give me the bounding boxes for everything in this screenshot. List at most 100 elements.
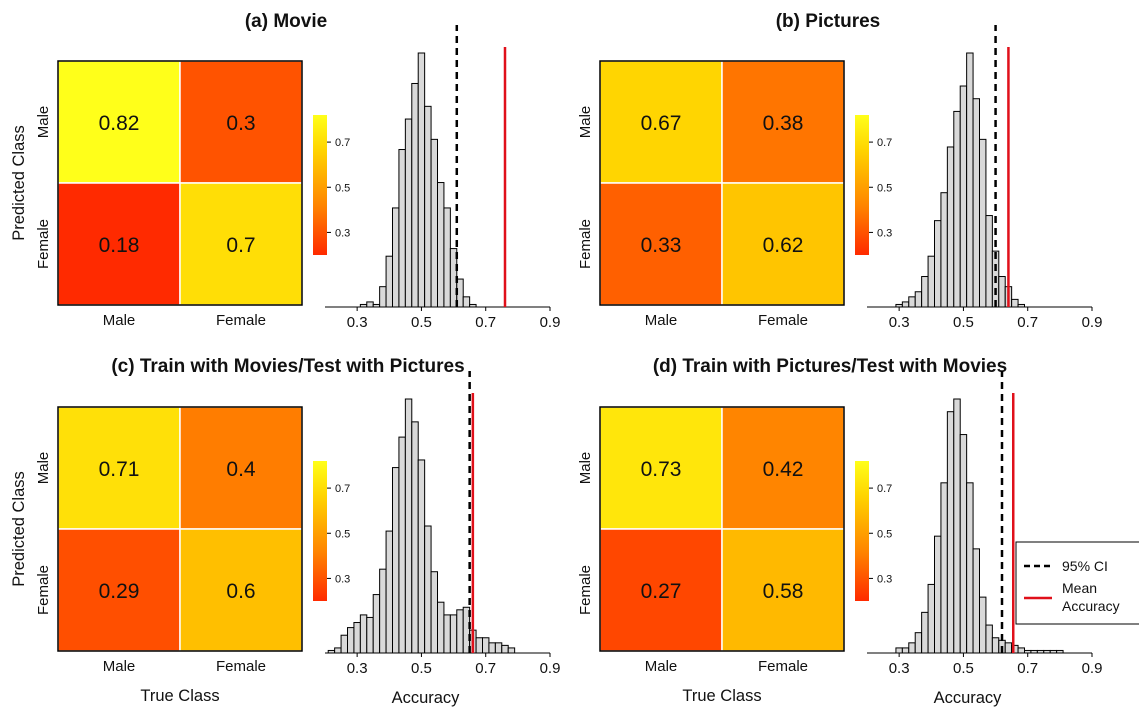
cell-value-label: 0.6 — [226, 580, 255, 603]
cell-value-label: 0.7 — [226, 234, 255, 257]
heatmap-cell — [179, 406, 303, 530]
histogram-bar — [927, 583, 935, 654]
x-category-label: Female — [758, 658, 808, 675]
histogram-bar — [979, 596, 987, 654]
histogram-bar — [953, 398, 961, 654]
panel-a: (a) Movie 0.82 0.3 0.18 0.7 Male Female Male Fem… — [10, 11, 560, 331]
histogram-bar — [507, 647, 516, 654]
heatmap-cell — [599, 406, 723, 530]
histogram-x-tick-label: 0.7 — [1017, 314, 1038, 331]
histogram-bar — [443, 614, 451, 654]
histogram-x-tick-label: 0.5 — [953, 660, 974, 677]
heatmap-cell — [721, 182, 845, 306]
panel-title: (d) Train with Pictures/Test with Movies — [653, 356, 1007, 377]
colorbar-tick-label: 0.5 — [335, 182, 350, 194]
y-category-label: Male — [35, 452, 52, 485]
cell-value-label: 0.73 — [641, 458, 682, 481]
x-category-label: Female — [216, 658, 266, 675]
y-category-label: Female — [577, 565, 594, 615]
colorbar-tick-label: 0.3 — [335, 573, 350, 585]
cell-value-label: 0.4 — [226, 458, 256, 481]
histogram-x-tick-label: 0.9 — [540, 660, 561, 677]
histogram-bar — [1011, 298, 1019, 308]
colorbar-tick-label: 0.5 — [335, 528, 350, 540]
heatmap-border — [57, 406, 303, 652]
heatmap-cell — [599, 60, 723, 184]
histogram: 0.3 0.5 0.7 0.9 Accuracy — [325, 371, 560, 707]
colorbar — [313, 461, 327, 601]
histogram-bar — [940, 482, 948, 654]
y-category-label: Male — [577, 106, 594, 139]
histogram-bar — [991, 637, 1000, 654]
colorbar-tick-label: 0.3 — [877, 227, 892, 239]
histogram-bar — [340, 634, 349, 654]
histogram-bar — [959, 434, 968, 654]
histogram-bar — [385, 255, 394, 308]
histogram-x-axis-title: Accuracy — [392, 689, 461, 707]
colorbar — [855, 115, 869, 255]
histogram-x-tick-label: 0.5 — [411, 660, 432, 677]
histogram-bar — [366, 616, 374, 654]
colorbar-tick-label: 0.7 — [877, 137, 892, 149]
histogram-bar — [482, 637, 490, 654]
heatmap-cell — [599, 182, 723, 306]
colorbar-tick-label: 0.3 — [335, 227, 350, 239]
legend-mean-label-line1: Mean — [1062, 580, 1097, 596]
y-category-label: Female — [577, 219, 594, 269]
histogram-x-tick-label: 0.9 — [540, 314, 561, 331]
histogram-x-tick-label: 0.5 — [411, 314, 432, 331]
confusion-matrix: 0.67 0.38 0.33 0.62 — [599, 60, 845, 306]
histogram-x-tick-label: 0.3 — [347, 660, 368, 677]
histogram-bar — [972, 98, 980, 308]
legend-ci-label: 95% CI — [1062, 558, 1108, 574]
cell-value-label: 0.82 — [99, 112, 140, 135]
heatmap-border — [57, 60, 303, 306]
colorbar — [855, 461, 869, 601]
histogram-bar — [966, 482, 974, 654]
cell-value-label: 0.38 — [763, 112, 804, 135]
histogram-bar — [359, 614, 368, 654]
histogram-x-tick-label: 0.3 — [347, 314, 368, 331]
histogram-bar — [379, 286, 387, 308]
histogram-bar — [366, 301, 374, 308]
histogram-bar — [979, 138, 987, 308]
histogram-x-tick-label: 0.9 — [1082, 314, 1103, 331]
heatmap-border — [599, 406, 845, 652]
heatmap-cell — [721, 60, 845, 184]
histogram-bar — [475, 637, 484, 654]
histogram-x-tick-label: 0.3 — [889, 660, 910, 677]
heatmap-cell — [179, 60, 303, 184]
histogram-bar — [985, 215, 993, 308]
heatmap-cell — [57, 528, 181, 652]
histogram-bar — [347, 627, 355, 654]
histogram: 0.3 0.5 0.7 0.9 Accuracy — [867, 371, 1102, 707]
colorbar — [313, 115, 327, 255]
histogram-x-tick-label: 0.7 — [475, 314, 496, 331]
histogram-bar — [353, 622, 361, 654]
heatmap-cell — [599, 528, 723, 652]
histogram-bar — [494, 642, 503, 654]
histogram-bar — [895, 647, 903, 654]
histogram-x-tick-label: 0.5 — [953, 314, 974, 331]
legend-mean-label: Mean Accuracy — [1062, 580, 1120, 614]
histogram-bar — [411, 82, 419, 308]
histogram-bar — [953, 110, 961, 308]
histogram: 0.3 0.5 0.7 0.9 — [325, 25, 560, 331]
cell-value-label: 0.71 — [99, 458, 140, 481]
colorbar-tick-label: 0.7 — [335, 483, 350, 495]
histogram-bar — [998, 276, 1006, 308]
heatmap-cell — [721, 528, 845, 652]
x-axis-title: True Class — [140, 687, 219, 705]
histogram-bar — [392, 207, 400, 308]
histogram-bar — [404, 118, 413, 308]
colorbar-tick-label: 0.7 — [335, 137, 350, 149]
histogram-bar — [456, 609, 464, 654]
colorbar-tick-label: 0.7 — [877, 483, 892, 495]
histogram-bar — [385, 530, 394, 654]
x-category-label: Male — [645, 658, 678, 675]
histogram-bar — [462, 296, 471, 308]
histogram-bar — [901, 301, 910, 308]
histogram-bar — [921, 276, 929, 308]
histogram-bar — [940, 192, 948, 308]
